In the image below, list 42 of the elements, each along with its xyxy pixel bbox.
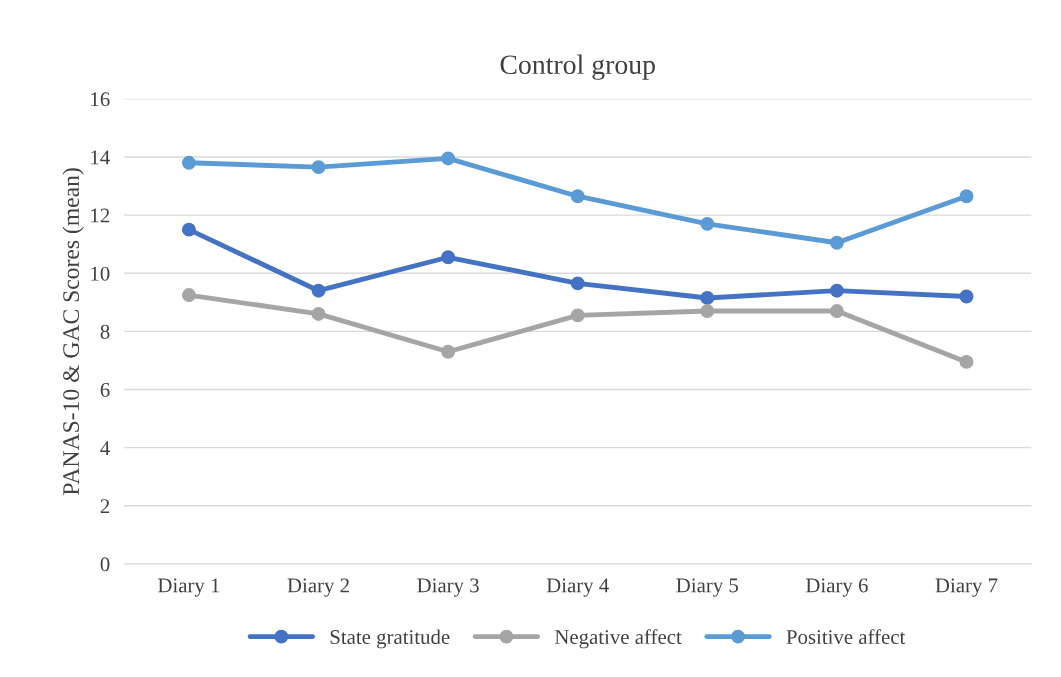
point [441, 250, 456, 265]
y-tick-label: 0 [100, 557, 110, 572]
y-tick-label: 2 [100, 499, 110, 514]
point [700, 291, 715, 305]
x-tick-label: Diary 7 [935, 578, 998, 597]
point [829, 304, 844, 318]
point [829, 235, 844, 250]
x-tick-label: Diary 4 [546, 578, 609, 597]
x-tick-label: Diary 6 [805, 578, 868, 597]
point [441, 151, 456, 166]
point [959, 354, 974, 369]
point [181, 155, 196, 170]
legend-label: Positive affect [786, 629, 906, 645]
point [441, 344, 456, 359]
y-tick-label: 8 [100, 324, 110, 339]
point [829, 283, 844, 298]
x-tick-label: Diary 1 [158, 578, 220, 597]
x-tick-label: Diary 5 [676, 578, 739, 597]
point [570, 308, 585, 323]
point [311, 283, 326, 298]
point [570, 189, 585, 204]
legend-label: State gratitude [330, 629, 450, 649]
point [181, 288, 196, 303]
x-tick-label: Diary 2 [287, 578, 349, 597]
point [959, 289, 974, 304]
point [311, 160, 326, 175]
y-tick-label: 14 [91, 150, 110, 165]
y-tick-label: 10 [91, 266, 110, 281]
point [959, 189, 974, 204]
y-tick-label: 16 [91, 92, 110, 107]
y-axis-title: PANAS-10 & GAC Scores (mean) [62, 168, 84, 495]
point [570, 276, 585, 291]
chart-title: Control group [500, 54, 655, 80]
x-tick-label: Diary 3 [417, 578, 479, 597]
legend-label: Negative affect [554, 629, 682, 649]
y-tick-label: 12 [91, 208, 110, 223]
point [311, 307, 326, 321]
point [700, 216, 715, 231]
point [181, 222, 196, 237]
y-tick-label: 6 [100, 382, 110, 397]
y-tick-label: 4 [100, 441, 110, 455]
point [700, 304, 715, 318]
